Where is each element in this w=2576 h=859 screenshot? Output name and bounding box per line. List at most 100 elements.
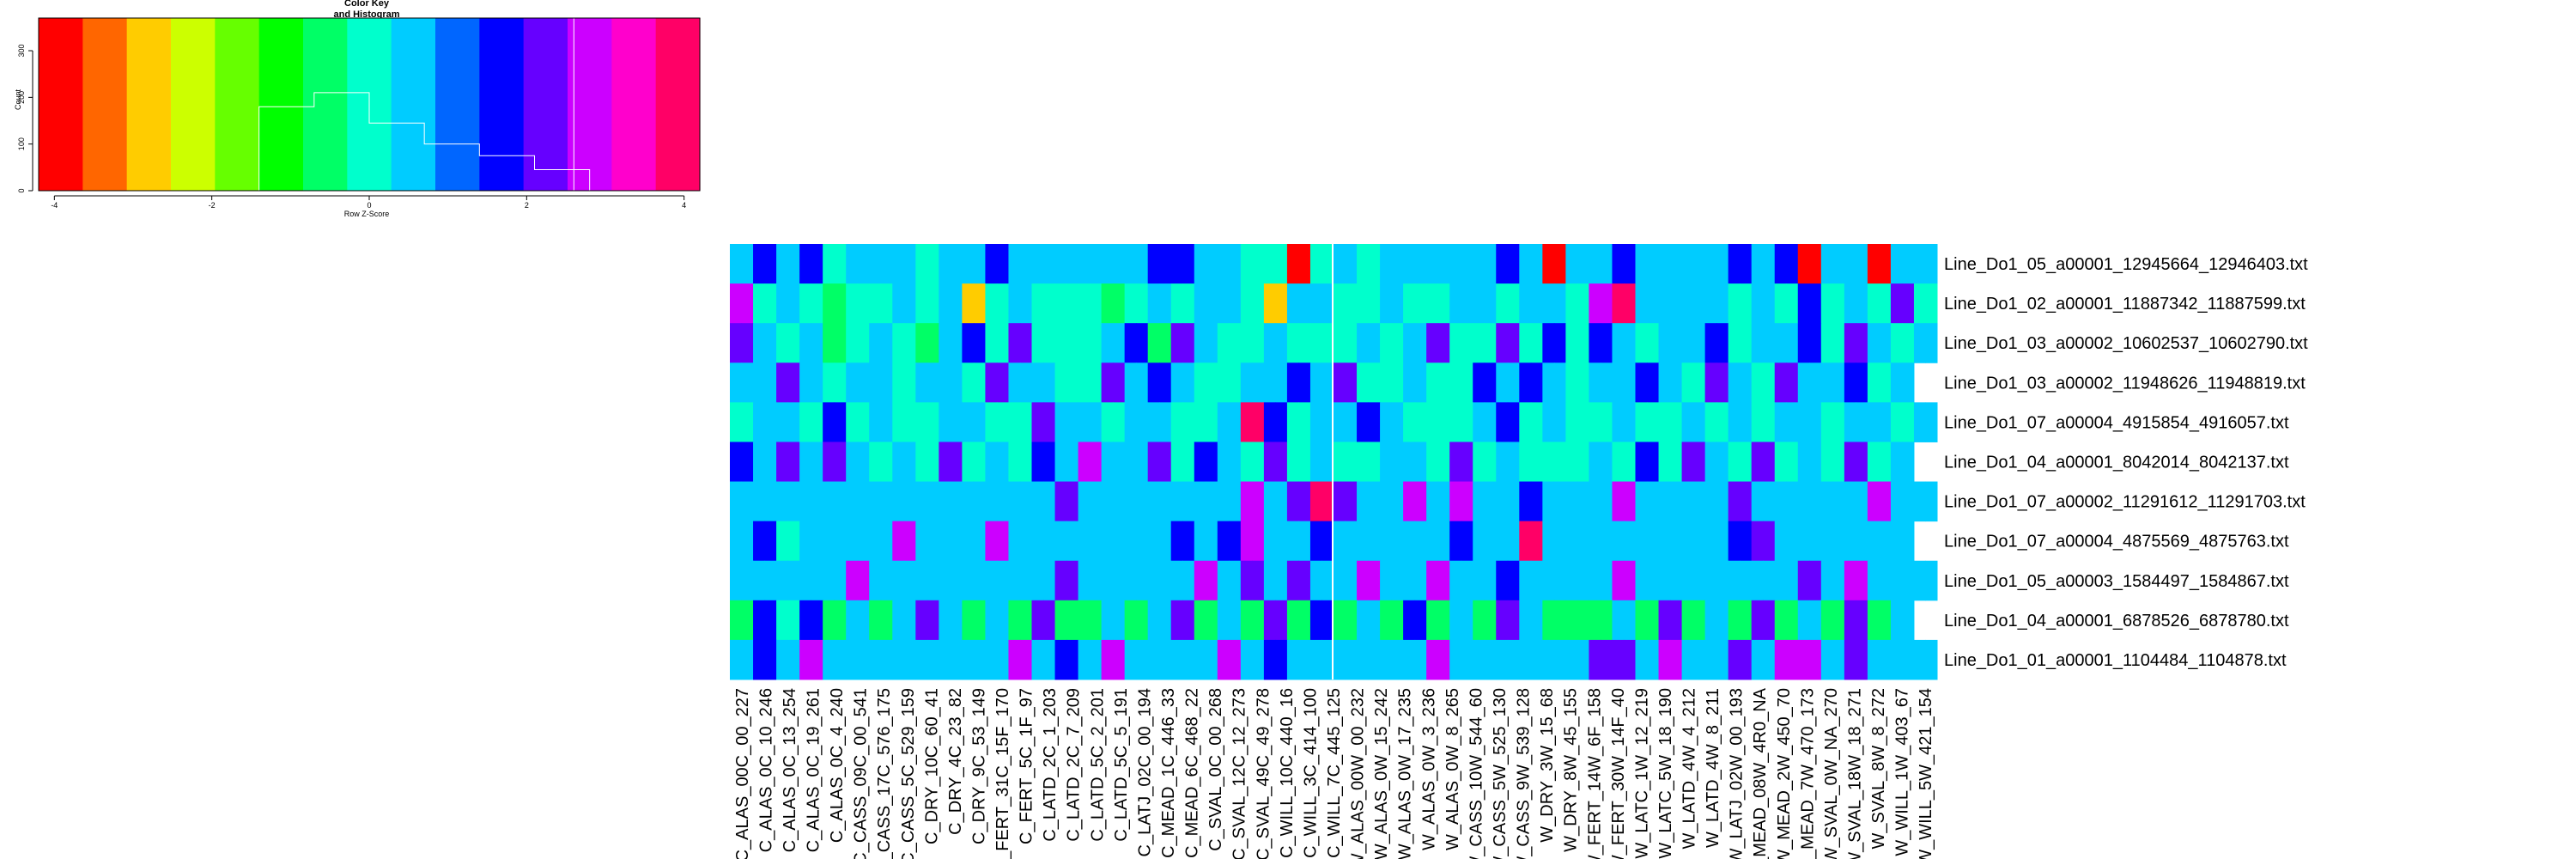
- heatmap-cell: [753, 521, 766, 562]
- heatmap-cell: [1820, 521, 1833, 562]
- heatmap-cell: [1136, 600, 1149, 641]
- heatmap-cell: [1368, 521, 1381, 562]
- color-key-band: [435, 18, 480, 191]
- heatmap-row-label: Line_Do1_04_a00001_6878526_6878780.txt: [1944, 612, 2289, 631]
- heatmap-cell: [799, 362, 812, 403]
- heatmap-cell: [1217, 402, 1230, 442]
- heatmap-cell: [1263, 442, 1276, 483]
- heatmap-cell: [1844, 521, 1856, 562]
- color-key-band: [39, 18, 83, 191]
- heatmap-cell: [1832, 560, 1845, 601]
- heatmap-cell: [1763, 362, 1776, 403]
- heatmap-cell: [1728, 323, 1741, 363]
- heatmap-cell: [1496, 402, 1509, 442]
- heatmap-cell: [1832, 521, 1845, 562]
- heatmap-cell: [1298, 402, 1311, 442]
- heatmap-cell: [1217, 639, 1230, 680]
- heatmap-cell: [1728, 362, 1741, 403]
- heatmap-cell: [1484, 481, 1497, 522]
- heatmap-cell: [1716, 639, 1729, 680]
- heatmap-cell: [985, 244, 998, 284]
- heatmap-cell: [787, 402, 800, 442]
- heatmap-cell: [1647, 283, 1660, 324]
- heatmap-cell: [1856, 521, 1868, 562]
- heatmap-cell: [1577, 283, 1589, 324]
- heatmap-column-label: C_LATD_5C_5_191: [1112, 688, 1131, 842]
- heatmap-cell: [1321, 402, 1334, 442]
- heatmap-cell: [973, 639, 986, 680]
- heatmap-cell: [1600, 402, 1613, 442]
- heatmap-row-label: Line_Do1_07_a00004_4915854_4916057.txt: [1944, 413, 2289, 432]
- heatmap-cell: [1170, 560, 1183, 601]
- heatmap-cell: [1786, 481, 1799, 522]
- heatmap-cell: [1913, 402, 1926, 442]
- heatmap-cell: [985, 560, 998, 601]
- heatmap-cell: [927, 402, 939, 442]
- heatmap-row-labels: Line_Do1_05_a00001_12945664_12946403.txt…: [1944, 255, 2308, 670]
- heatmap-cell: [1275, 244, 1288, 284]
- heatmap-column-label: W_LATC_5W_18_190: [1656, 688, 1675, 859]
- heatmap-cell: [903, 521, 916, 562]
- heatmap-cell: [1774, 244, 1787, 284]
- heatmap-cell: [1751, 362, 1764, 403]
- heatmap-column-label: C_ALAS_0C_13_254: [781, 688, 799, 852]
- heatmap-cell: [857, 402, 870, 442]
- heatmap-cell: [1309, 639, 1322, 680]
- color-key-subtitle: and Histogram: [333, 9, 399, 20]
- heatmap-cell: [1484, 283, 1497, 324]
- heatmap-cell: [1345, 244, 1358, 284]
- heatmap-cell: [985, 521, 998, 562]
- heatmap-cell: [741, 362, 754, 403]
- heatmap-cell: [811, 600, 823, 641]
- heatmap-cell: [1890, 560, 1903, 601]
- heatmap-cell: [1043, 639, 1056, 680]
- heatmap-cell: [1577, 481, 1589, 522]
- heatmap-cell: [1484, 323, 1497, 363]
- heatmap-cell: [1124, 639, 1137, 680]
- heatmap-cell: [1252, 442, 1265, 483]
- heatmap-row-label: Line_Do1_04_a00001_8042014_8042137.txt: [1944, 454, 2289, 472]
- heatmap-cell: [1484, 521, 1497, 562]
- heatmap-cell: [1577, 244, 1589, 284]
- heatmap-cell: [1786, 442, 1799, 483]
- heatmap-cell: [1159, 283, 1172, 324]
- heatmap-cell: [1600, 283, 1613, 324]
- heatmap-cell: [1054, 560, 1067, 601]
- heatmap-column-label: W_DRY_3W_15_68: [1538, 688, 1557, 843]
- heatmap-column-label: W_LATD_4W_8_211: [1704, 688, 1722, 848]
- heatmap-cell: [1043, 442, 1056, 483]
- heatmap-cell: [915, 244, 928, 284]
- heatmap-cell: [1473, 639, 1485, 680]
- heatmap-row-label: Line_Do1_05_a00001_12945664_12946403.txt: [1944, 255, 2308, 274]
- heatmap-cell: [1008, 283, 1021, 324]
- heatmap-cell: [1194, 600, 1206, 641]
- heatmap-cell: [1170, 521, 1183, 562]
- heatmap-cell: [1066, 244, 1079, 284]
- heatmap-cell: [1681, 244, 1694, 284]
- heatmap-cell: [1263, 481, 1276, 522]
- heatmap-cell: [1286, 362, 1299, 403]
- heatmap-cell: [1902, 639, 1915, 680]
- heatmap-cell: [1321, 639, 1334, 680]
- heatmap-cell: [811, 244, 823, 284]
- color-key-x-tick-label: -2: [209, 201, 216, 210]
- heatmap-cell: [846, 521, 859, 562]
- heatmap-cell: [1820, 560, 1833, 601]
- heatmap-cell: [1147, 323, 1160, 363]
- heatmap-cell: [1530, 323, 1543, 363]
- heatmap-cell: [1577, 362, 1589, 403]
- heatmap-cell: [787, 521, 800, 562]
- heatmap-cell: [1658, 362, 1671, 403]
- heatmap-cell: [1519, 560, 1532, 601]
- heatmap-cell: [1252, 481, 1265, 522]
- heatmap-cell: [1774, 283, 1787, 324]
- heatmap-cell: [1043, 600, 1056, 641]
- heatmap-cell: [1728, 639, 1741, 680]
- heatmap-cell: [962, 362, 975, 403]
- heatmap-cell: [1820, 362, 1833, 403]
- heatmap-cell: [730, 323, 743, 363]
- heatmap-cell: [1066, 283, 1079, 324]
- heatmap-cell: [1380, 560, 1393, 601]
- heatmap-cell: [1925, 639, 1938, 680]
- heatmap-cell: [1263, 521, 1276, 562]
